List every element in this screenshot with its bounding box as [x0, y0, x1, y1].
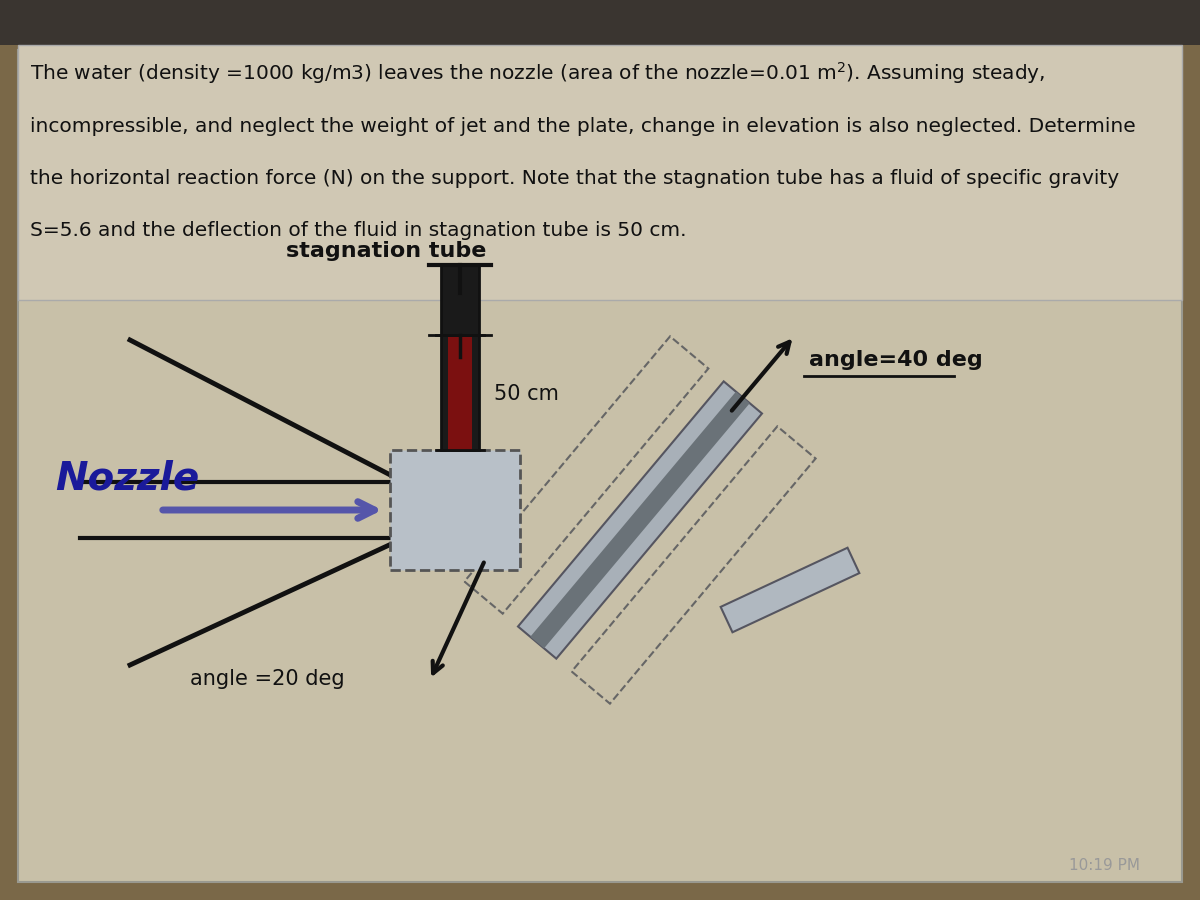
Text: 50 cm: 50 cm	[494, 384, 559, 404]
Text: angle =20 deg: angle =20 deg	[190, 669, 344, 689]
Bar	[18, 45, 1182, 300]
Bar	[442, 265, 479, 450]
Text: the horizontal reaction force (N) on the support. Note that the stagnation tube : the horizontal reaction force (N) on the…	[30, 169, 1120, 188]
Text: Nozzle: Nozzle	[55, 460, 199, 498]
Text: incompressible, and neglect the weight of jet and the plate, change in elevation: incompressible, and neglect the weight o…	[30, 117, 1135, 136]
Text: S=5.6 and the deflection of the fluid in stagnation tube is 50 cm.: S=5.6 and the deflection of the fluid in…	[30, 221, 686, 240]
Polygon shape	[518, 382, 762, 659]
Bar	[448, 335, 472, 450]
Text: stagnation tube: stagnation tube	[286, 241, 486, 261]
Bar	[0, 0, 1200, 45]
Polygon shape	[530, 392, 750, 648]
Text: angle=40 deg: angle=40 deg	[809, 350, 983, 370]
Text: The water (density =1000 kg/m3) leaves the nozzle (area of the nozzle=0.01 m$^2$: The water (density =1000 kg/m3) leaves t…	[30, 60, 1045, 86]
Bar	[390, 450, 520, 570]
Text: 10:19 PM: 10:19 PM	[1069, 858, 1140, 873]
Polygon shape	[721, 548, 859, 633]
